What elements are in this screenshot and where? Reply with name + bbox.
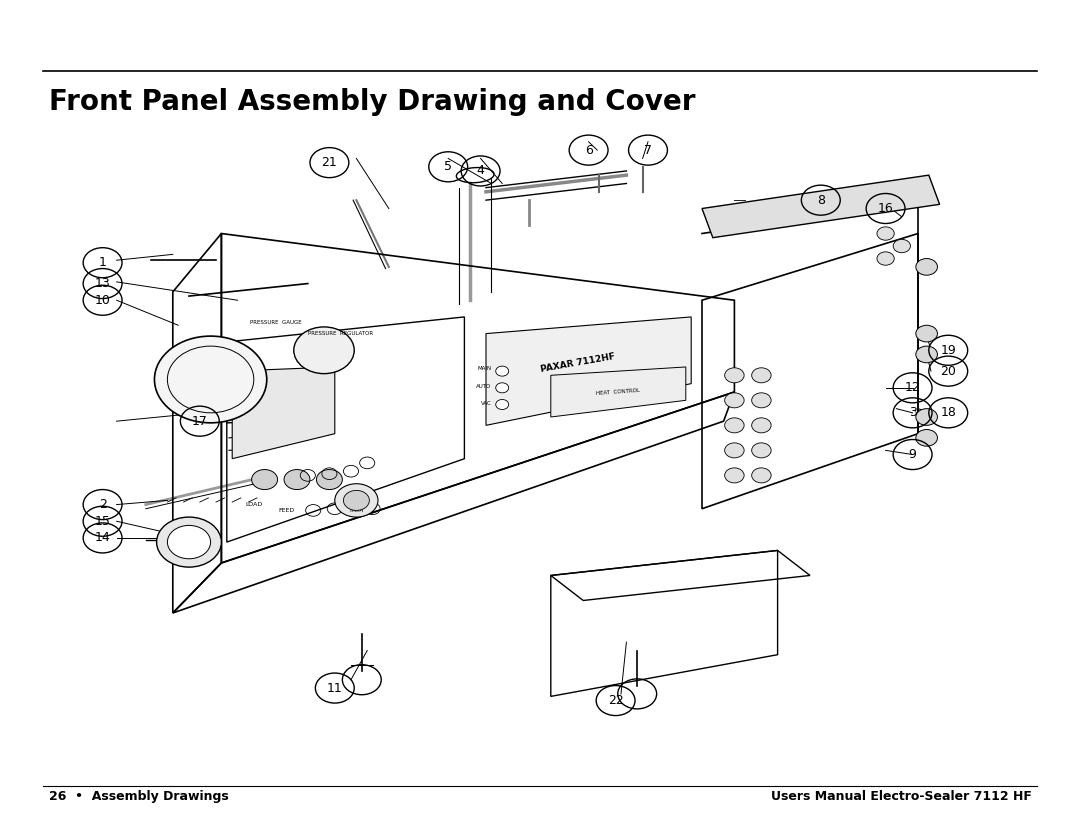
Circle shape (893, 239, 910, 253)
Text: 5: 5 (444, 160, 453, 173)
Circle shape (496, 383, 509, 393)
Circle shape (496, 366, 509, 376)
Text: 20: 20 (941, 364, 956, 378)
Circle shape (916, 259, 937, 275)
Polygon shape (551, 367, 686, 417)
Text: 10: 10 (95, 294, 110, 307)
Circle shape (725, 368, 744, 383)
Text: LOAD: LOAD (245, 502, 262, 507)
Circle shape (752, 443, 771, 458)
Text: FEED: FEED (278, 508, 295, 513)
Text: 8: 8 (816, 193, 825, 207)
Circle shape (294, 327, 354, 374)
Circle shape (877, 252, 894, 265)
Text: 22: 22 (608, 694, 623, 707)
Circle shape (916, 409, 937, 425)
Text: MAIN: MAIN (477, 366, 491, 371)
Text: Users Manual Electro-Sealer 7112 HF: Users Manual Electro-Sealer 7112 HF (770, 790, 1031, 803)
Text: HEAT  CONTROL: HEAT CONTROL (596, 388, 639, 396)
Text: 18: 18 (941, 406, 956, 420)
Circle shape (335, 484, 378, 517)
Text: 13: 13 (95, 277, 110, 290)
Circle shape (916, 325, 937, 342)
Circle shape (725, 468, 744, 483)
Polygon shape (486, 317, 691, 425)
Text: PAXAR 7112HF: PAXAR 7112HF (540, 352, 616, 374)
Circle shape (167, 525, 211, 559)
Circle shape (752, 418, 771, 433)
Text: PRESSURE  GAUGE: PRESSURE GAUGE (249, 320, 301, 325)
Circle shape (752, 368, 771, 383)
Circle shape (157, 517, 221, 567)
Text: 17: 17 (192, 414, 207, 428)
Circle shape (877, 227, 894, 240)
Circle shape (496, 399, 509, 409)
Polygon shape (232, 367, 335, 459)
Text: PRESSURE  REGULATOR: PRESSURE REGULATOR (308, 331, 373, 336)
Text: 6: 6 (584, 143, 593, 157)
Circle shape (752, 468, 771, 483)
Text: 16: 16 (878, 202, 893, 215)
Circle shape (343, 490, 369, 510)
Circle shape (725, 418, 744, 433)
Circle shape (725, 393, 744, 408)
Text: 26  •  Assembly Drawings: 26 • Assembly Drawings (49, 790, 228, 803)
Circle shape (916, 430, 937, 446)
Polygon shape (702, 175, 940, 238)
Text: 14: 14 (95, 531, 110, 545)
Text: VAC: VAC (481, 401, 491, 406)
Text: 15: 15 (95, 515, 110, 528)
Circle shape (252, 470, 278, 490)
Circle shape (725, 443, 744, 458)
Circle shape (154, 336, 267, 423)
Circle shape (752, 393, 771, 408)
Text: 9: 9 (908, 448, 917, 461)
Text: Front Panel Assembly Drawing and Cover: Front Panel Assembly Drawing and Cover (49, 88, 696, 116)
Text: 2: 2 (98, 498, 107, 511)
Text: 19: 19 (941, 344, 956, 357)
Text: 12: 12 (905, 381, 920, 394)
Text: 1: 1 (98, 256, 107, 269)
Circle shape (284, 470, 310, 490)
Circle shape (316, 470, 342, 490)
Text: AUTO: AUTO (476, 384, 491, 389)
Text: TRIM: TRIM (349, 508, 364, 513)
Text: 21: 21 (322, 156, 337, 169)
Text: 4: 4 (476, 164, 485, 178)
Text: 11: 11 (327, 681, 342, 695)
Circle shape (916, 346, 937, 363)
Text: 7: 7 (644, 143, 652, 157)
Text: 3: 3 (908, 406, 917, 420)
